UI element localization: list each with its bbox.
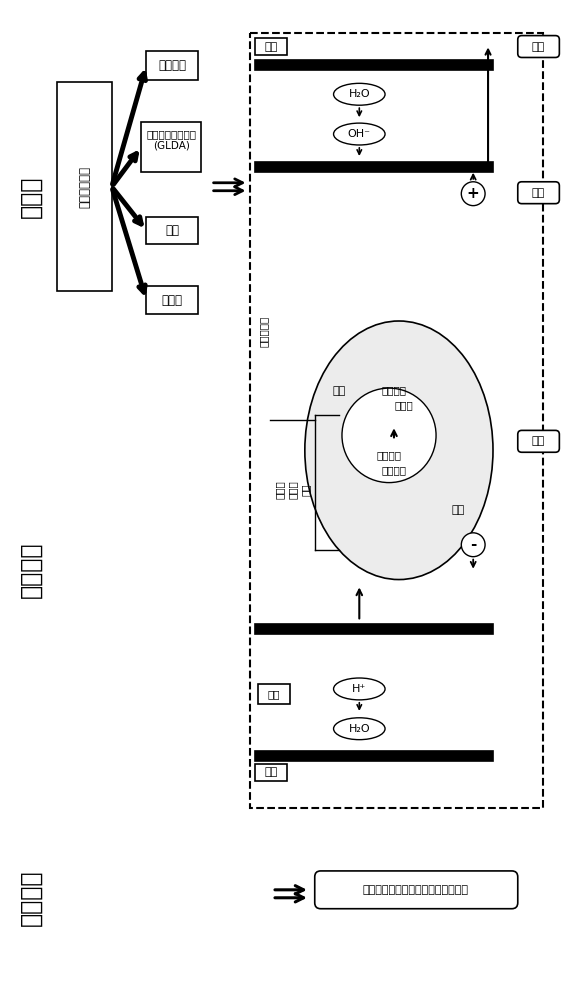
Text: 可氧化态: 可氧化态	[381, 386, 407, 396]
Ellipse shape	[305, 321, 493, 580]
Bar	[146, 51, 198, 80]
FancyBboxPatch shape	[518, 430, 559, 452]
Text: -: -	[470, 537, 476, 552]
Text: 固相: 固相	[333, 386, 346, 396]
Bar	[258, 684, 290, 704]
Bar	[142, 122, 201, 172]
Text: 腐乙糖脂: 腐乙糖脂	[158, 59, 186, 72]
Bar	[146, 217, 198, 244]
Text: OH⁻: OH⁻	[348, 129, 371, 139]
FancyBboxPatch shape	[518, 36, 559, 57]
Text: H₂O: H₂O	[348, 724, 370, 734]
Ellipse shape	[334, 123, 385, 145]
Ellipse shape	[334, 718, 385, 740]
Text: 水泥缓释剂，土壤改良剂，建筑石膏: 水泥缓释剂，土壤改良剂，建筑石膏	[363, 885, 469, 895]
Text: 阳极: 阳极	[264, 767, 278, 777]
Text: 去除: 去除	[532, 42, 545, 52]
Bar	[255, 751, 493, 761]
Text: 交换: 交换	[532, 188, 545, 198]
Text: 回收利用: 回收利用	[18, 870, 43, 926]
Text: 脱硫废水污泥: 脱硫废水污泥	[78, 166, 91, 208]
Text: 可还原态: 可还原态	[381, 465, 407, 475]
Ellipse shape	[461, 182, 485, 206]
Text: 电渗析: 电渗析	[275, 481, 285, 499]
Bar	[255, 764, 287, 781]
Text: 电迁移: 电迁移	[288, 481, 298, 499]
Bar	[255, 162, 493, 172]
Text: 液相: 液相	[452, 505, 465, 515]
Ellipse shape	[334, 678, 385, 700]
Ellipse shape	[342, 388, 436, 483]
Text: 转化: 转化	[532, 436, 545, 446]
Bar	[255, 624, 493, 634]
Text: 电动处理: 电动处理	[18, 541, 43, 598]
Text: H⁺: H⁺	[352, 684, 366, 694]
Text: 电泳: 电泳	[301, 484, 311, 496]
Text: 预处理: 预处理	[18, 176, 43, 218]
Bar	[146, 286, 198, 314]
Text: 阴极: 阴极	[264, 42, 278, 52]
Text: H₂O: H₂O	[348, 89, 370, 99]
Text: 离子交换膜: 离子交换膜	[258, 315, 268, 347]
Bar	[251, 33, 543, 808]
Text: 谷氨酸二乙酸四钠
(GLDA): 谷氨酸二乙酸四钠 (GLDA)	[146, 129, 196, 151]
FancyBboxPatch shape	[518, 182, 559, 204]
Bar	[255, 60, 493, 70]
Bar	[57, 82, 112, 291]
Text: +: +	[467, 186, 480, 201]
Ellipse shape	[461, 533, 485, 557]
Text: 氨水: 氨水	[165, 224, 179, 237]
Ellipse shape	[334, 83, 385, 105]
Bar	[255, 38, 287, 55]
Text: 柠檬酸: 柠檬酸	[162, 294, 183, 307]
Text: 残渣态: 残渣态	[395, 401, 413, 411]
Text: 酸可溶态: 酸可溶态	[377, 450, 401, 460]
FancyBboxPatch shape	[314, 871, 518, 909]
Text: 电解: 电解	[268, 689, 281, 699]
